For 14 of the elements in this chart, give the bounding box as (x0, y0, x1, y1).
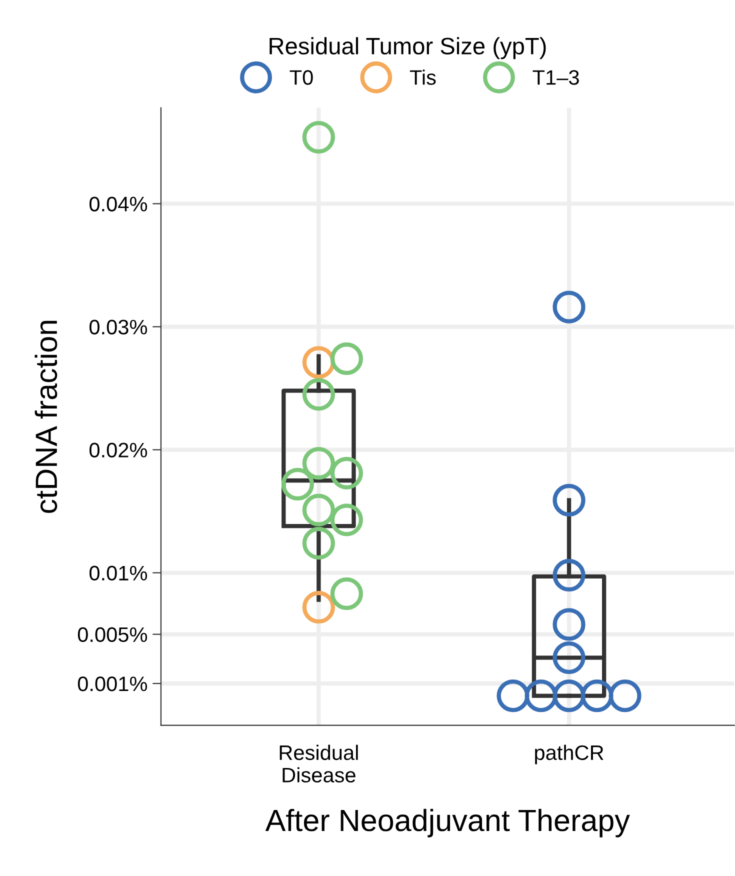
y-tick-label: 0.005% (78, 627, 148, 642)
legend-label: T0 (290, 70, 313, 85)
y-tick-label: 0.03% (90, 320, 148, 334)
y-tick-label: 0.04% (90, 196, 148, 212)
y-axis-title: ctDNA fraction (34, 320, 58, 513)
y-tick-label: 0.001% (78, 676, 148, 692)
x-axis-title: After Neoadjuvant Therapy (265, 808, 630, 838)
legend-title: Residual Tumor Size (ypT) (270, 37, 546, 60)
x-tick-label: pathCR (535, 744, 604, 764)
y-tick-label: 0.02% (90, 442, 148, 458)
y-tick-label: 0.01% (90, 566, 148, 581)
legend-label: T1–3 (532, 70, 579, 85)
x-tick-label: Residual Disease (280, 744, 358, 783)
legend-label: Tis (410, 70, 436, 85)
